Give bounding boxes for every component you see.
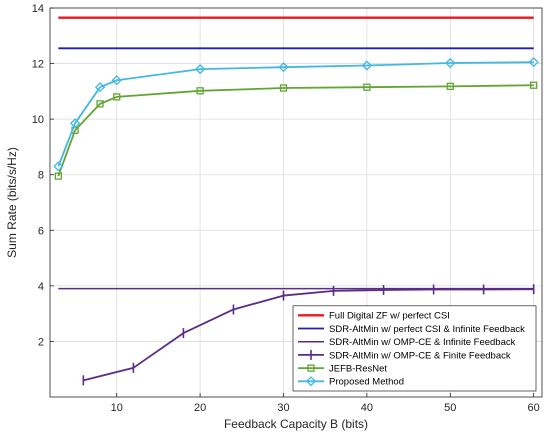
data-point (94, 82, 106, 93)
series-3 (82, 284, 535, 386)
legend-label: SDR-AltMin w/ OMP-CE & Finite Feedback (329, 350, 511, 361)
y-tick-label: 6 (38, 225, 44, 237)
data-point (53, 161, 64, 172)
y-tick-label: 2 (38, 336, 44, 348)
legend-entry: SDR-AltMin w/ perfect CSI & Infinite Fee… (298, 324, 525, 335)
data-point (111, 75, 122, 86)
y-tick-label: 10 (32, 114, 44, 126)
legend-entry: JEFB-ResNet (298, 364, 387, 375)
data-point (279, 84, 288, 92)
data-point (361, 60, 373, 71)
legend-marker (307, 364, 315, 372)
data-point (363, 83, 371, 91)
series-layer (53, 16, 539, 386)
y-tick-label: 14 (32, 3, 44, 15)
data-point (445, 57, 456, 69)
legend-entry: SDR-AltMin w/ OMP-CE & Finite Feedback (298, 349, 511, 361)
y-axis-label: Sum Rate (bits/s/Hz) (5, 147, 19, 258)
tick-layer: 10 20 30 40 50 60 2 4 6 8 10 12 14 (32, 3, 540, 414)
y-tick-label: 12 (32, 59, 44, 71)
plot-frame (49, 7, 543, 398)
data-point (194, 64, 206, 75)
legend-entry: SDR-AltMin w/ OMP-CE & Infinite Feedback (298, 337, 516, 348)
x-tick-label: 20 (194, 402, 206, 414)
legend-entry: Proposed Method (298, 376, 404, 388)
data-point (446, 82, 454, 91)
series-5 (53, 57, 539, 172)
series-line (83, 288, 534, 382)
x-tick-label: 10 (111, 402, 123, 414)
legend-label: Full Digital ZF w/ perfect CSI (329, 311, 450, 322)
data-point (96, 100, 104, 108)
x-tick-label: 30 (277, 402, 289, 414)
legend-label: SDR-AltMin w/ perfect CSI & Infinite Fee… (329, 324, 525, 335)
legend-label: Proposed Method (329, 377, 404, 388)
y-tick-label: 8 (38, 170, 44, 182)
legend-entry: Full Digital ZF w/ perfect CSI (298, 311, 450, 322)
series-4 (54, 81, 538, 180)
data-point (196, 87, 204, 95)
x-tick-label: 50 (444, 402, 456, 414)
legend-box (292, 305, 537, 392)
legend-marker (305, 376, 317, 387)
y-tick-label: 4 (38, 281, 44, 293)
legend: Full Digital ZF w/ perfect CSI SDR-AltMin… (292, 305, 537, 392)
series-line (57, 61, 534, 167)
data-point (113, 93, 121, 101)
data-point (69, 118, 81, 129)
data-point (278, 62, 289, 73)
data-point (528, 57, 539, 68)
legend-label: SDR-AltMin w/ OMP-CE & Infinite Feedback (329, 337, 516, 348)
data-point (54, 172, 62, 180)
x-tick-label: 60 (528, 402, 540, 414)
x-tick-label: 40 (361, 402, 373, 414)
series-line (57, 84, 534, 177)
x-axis-label: Feedback Capacity B (bits) (224, 417, 368, 431)
data-point (530, 81, 538, 89)
legend-label: JEFB-ResNet (329, 364, 387, 375)
